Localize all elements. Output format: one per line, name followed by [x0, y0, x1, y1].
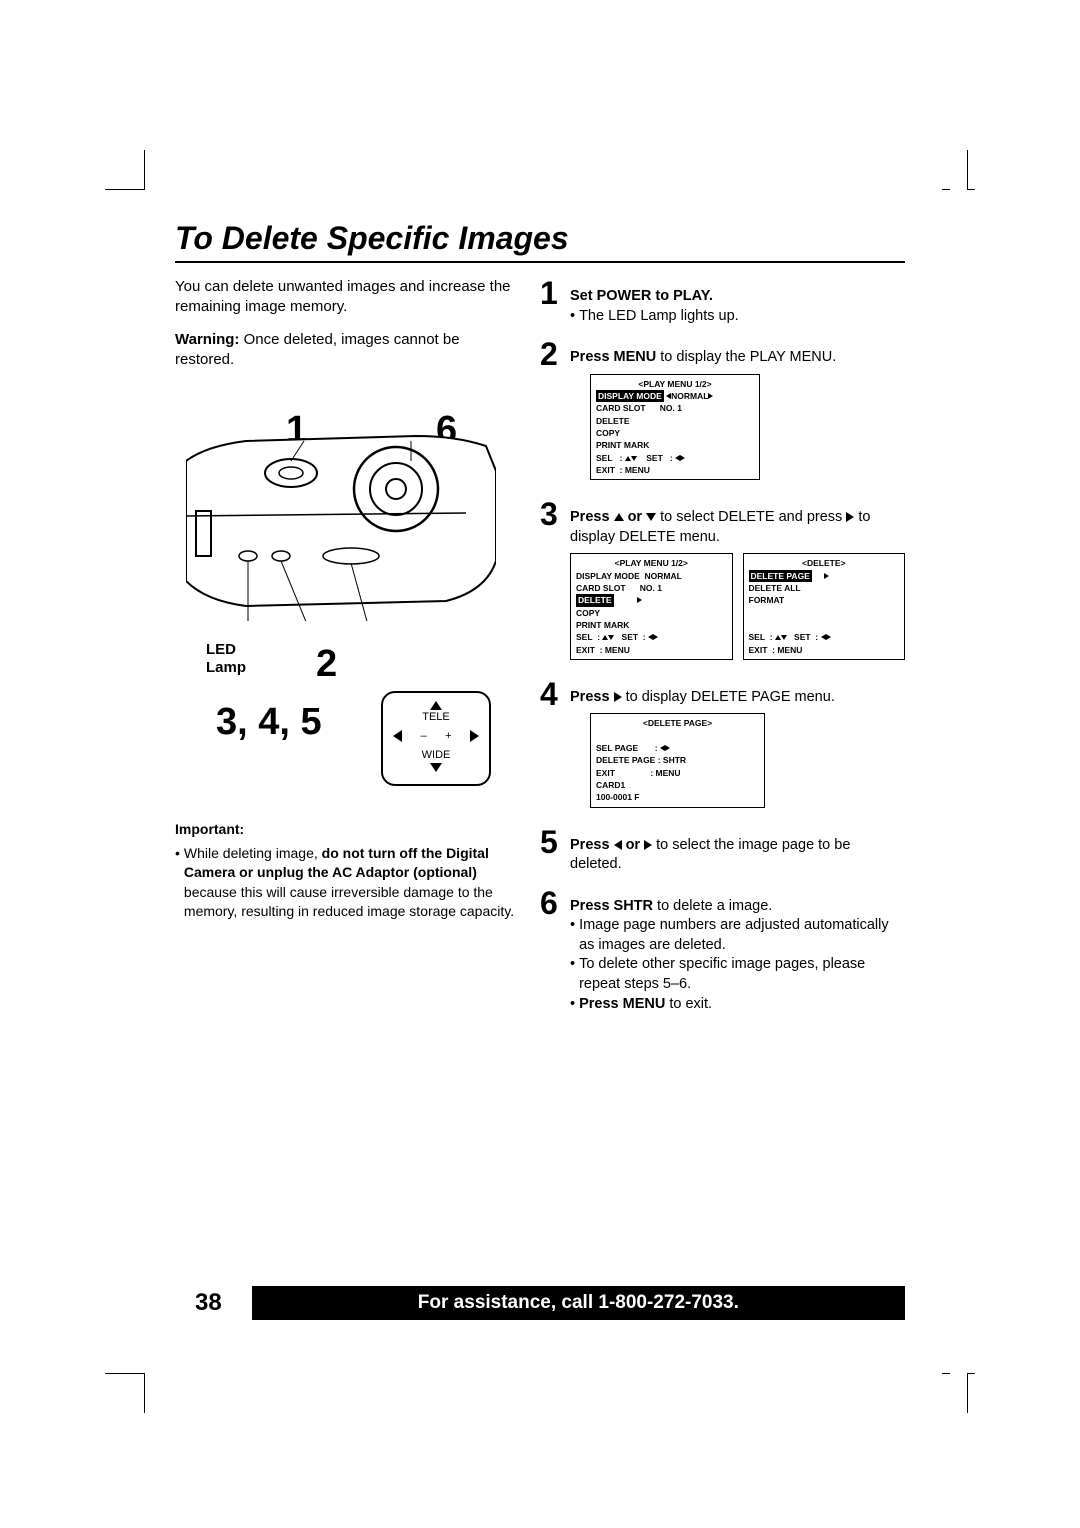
warning-label: Warning: [175, 331, 239, 348]
right-arrow-icon [644, 840, 652, 850]
step-6: 6 Press SHTR to delete a image. •Image p… [540, 887, 905, 1014]
page-title: To Delete Specific Images [175, 220, 905, 263]
left-arrow-icon [393, 730, 402, 742]
crop-mark [967, 1373, 975, 1413]
play-menu-2a: <PLAY MENU 1/2> DISPLAY MODE NORMAL CARD… [570, 553, 733, 660]
led-lamp-label: LEDLamp [206, 641, 246, 677]
left-column: You can delete unwanted images and incre… [175, 277, 520, 1026]
up-arrow-icon [430, 701, 442, 710]
plus-label: + [445, 729, 451, 744]
callout-345: 3, 4, 5 [216, 697, 322, 748]
device-illustration: 1 6 [175, 390, 520, 790]
step-1: 1 Set POWER to PLAY. •The LED Lamp light… [540, 277, 905, 326]
down-arrow-icon [430, 763, 442, 772]
right-column: 1 Set POWER to PLAY. •The LED Lamp light… [540, 277, 905, 1026]
crop-mark [942, 150, 950, 190]
important-header: Important: [175, 820, 520, 840]
left-arrow-icon [614, 840, 622, 850]
play-menu-1: <PLAY MENU 1/2> DISPLAY MODE NORMAL CARD… [590, 374, 760, 481]
step-4: 4 Press to display DELETE PAGE menu. <DE… [540, 678, 905, 814]
crop-mark [105, 150, 145, 190]
page-footer: 38 For assistance, call 1-800-272-7033. [175, 1286, 905, 1320]
step-3: 3 Press or to select DELETE and press to… [540, 498, 905, 666]
camera-outline [186, 431, 496, 621]
control-pad-box: TELE – + WIDE [381, 691, 491, 786]
step-5: 5 Press or to select the image page to b… [540, 826, 905, 875]
minus-label: – [420, 729, 426, 744]
tele-label: TELE [383, 710, 489, 725]
intro-text: You can delete unwanted images and incre… [175, 277, 520, 318]
warning-text: Warning: Once deleted, images cannot be … [175, 330, 520, 371]
crop-mark [942, 1373, 950, 1413]
delete-menu: <DELETE> DELETE PAGE DELETE ALL FORMAT S… [743, 553, 906, 660]
assistance-bar: For assistance, call 1-800-272-7033. [252, 1286, 905, 1320]
page-content: To Delete Specific Images You can delete… [175, 220, 905, 1320]
important-block: Important: • While deleting image, do no… [175, 820, 520, 922]
down-arrow-icon [646, 513, 656, 521]
wide-label: WIDE [383, 748, 489, 763]
right-arrow-icon [614, 692, 622, 702]
right-arrow-icon [470, 730, 479, 742]
step-2: 2 Press MENU to display the PLAY MENU. <… [540, 338, 905, 486]
page-number: 38 [195, 1289, 222, 1317]
crop-mark [105, 1373, 145, 1413]
up-arrow-icon [614, 513, 624, 521]
callout-2: 2 [316, 639, 337, 690]
delete-page-menu: <DELETE PAGE> SEL PAGE : DELETE PAGE : S… [590, 713, 765, 807]
crop-mark [967, 150, 975, 190]
